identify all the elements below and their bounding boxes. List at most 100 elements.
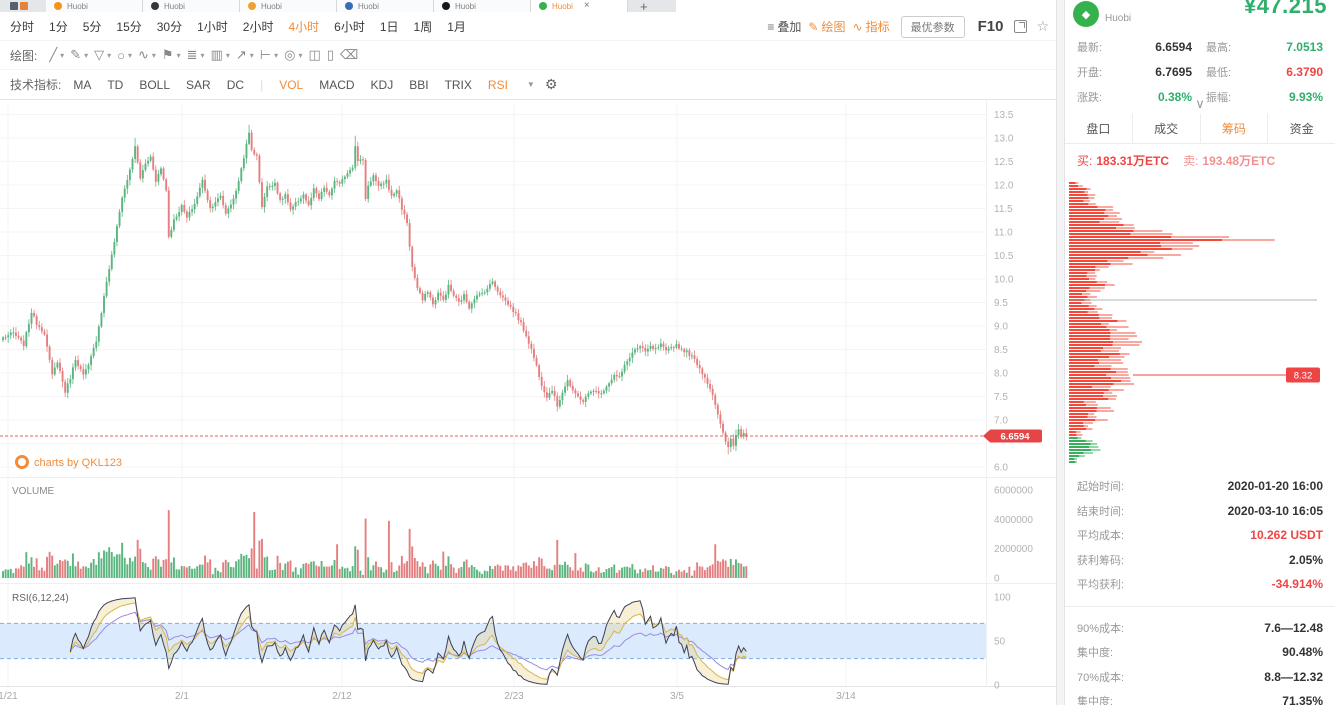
settings-gear-icon[interactable]: ⚙: [544, 76, 558, 92]
favorite-star-icon[interactable]: ☆: [1036, 18, 1049, 34]
chevron-down-icon[interactable]: ▾: [200, 50, 205, 60]
parallel-lines-icon: ≣: [186, 47, 198, 62]
indicator-RSI[interactable]: RSI: [487, 77, 508, 92]
collapse-chevron-icon[interactable]: ∨: [1195, 96, 1205, 111]
price-cny: ¥47.215: [1243, 0, 1327, 18]
chevron-down-icon[interactable]: ▾: [274, 50, 279, 60]
stat-label: 结束时间:: [1077, 505, 1125, 518]
svg-text:13.5: 13.5: [994, 110, 1014, 121]
draw-tool-callout[interactable]: ◎ ▾: [284, 47, 302, 63]
svg-text:7.5: 7.5: [994, 392, 1008, 403]
browser-tab-2[interactable]: Huobi: [143, 0, 240, 12]
svg-text:RSI(6,12,24): RSI(6,12,24): [12, 593, 69, 604]
draw-tool-wave[interactable]: ∿ ▾: [138, 47, 156, 63]
price-chart[interactable]: 6.6594 13.5 13.0 12.5 12.0 11.5 11.0 10.5 10.0 9.…: [0, 100, 1057, 705]
indicator-MA[interactable]: MA: [73, 77, 92, 92]
stat-row: 获利筹码: 2.05%: [1065, 548, 1335, 573]
timeframe-1月[interactable]: 1月: [447, 19, 466, 34]
svg-text:1/21: 1/21: [0, 691, 18, 702]
svg-text:8.32: 8.32: [1294, 371, 1313, 382]
sidebar-tab-筹码[interactable]: 筹码: [1201, 114, 1269, 143]
indicator-KDJ[interactable]: KDJ: [370, 77, 394, 92]
draw-tool-flag[interactable]: ⚑ ▾: [162, 47, 181, 63]
chevron-down-icon[interactable]: ▾: [151, 50, 156, 60]
stat-value: 7.6—12.48: [1264, 620, 1323, 635]
svg-text:100: 100: [994, 593, 1011, 604]
sidebar-header: ◆ Huobi ¥47.215: [1065, 0, 1335, 30]
delete-icon: ▯: [326, 47, 334, 62]
new-tab-button[interactable]: +: [640, 0, 648, 14]
chevron-down-icon[interactable]: ▾: [60, 50, 65, 60]
optimal-params-button[interactable]: 最优参数: [900, 15, 965, 38]
indicator-VOL[interactable]: VOL: [279, 77, 304, 92]
app-grid-icon[interactable]: [10, 0, 32, 12]
timeframe-2小时[interactable]: 2小时: [242, 19, 274, 34]
draw-tool-polygon[interactable]: ▽ ▾: [94, 47, 111, 63]
indicator-SAR[interactable]: SAR: [186, 77, 211, 92]
quote-label: 最新:: [1077, 41, 1103, 54]
stat-value: 2020-01-20 16:00: [1227, 479, 1323, 494]
f10-button[interactable]: F10: [977, 18, 1004, 35]
chevron-down-icon[interactable]: ▾: [107, 50, 112, 60]
timeframe-1小时[interactable]: 1小时: [197, 19, 228, 34]
draw-tool-trend-line[interactable]: ╱ ▾: [49, 47, 64, 63]
timeframe-4小时[interactable]: 4小时: [288, 19, 320, 34]
indicator-MACD[interactable]: MACD: [319, 77, 355, 92]
stat-row: 集中度: 71.35%: [1065, 689, 1335, 705]
draw-button[interactable]: ✎ 绘图: [808, 19, 846, 35]
sidebar-tab-盘口[interactable]: 盘口: [1065, 114, 1133, 143]
draw-tool-eraser[interactable]: ⌫: [340, 47, 358, 63]
timeframe-6小时[interactable]: 6小时: [334, 19, 365, 34]
indicator-TD[interactable]: TD: [107, 77, 124, 92]
sidebar-tab-成交[interactable]: 成交: [1133, 114, 1201, 143]
chevron-down-icon[interactable]: ▾: [298, 50, 303, 60]
draw-tool-arrow[interactable]: ↗ ▾: [236, 47, 254, 63]
stat-row: 70%成本: 8.8—12.32: [1065, 665, 1335, 690]
sidebar-tab-资金[interactable]: 资金: [1289, 122, 1314, 136]
pencil-icon: ✎: [70, 47, 82, 62]
draw-tool-parallel-lines[interactable]: ≣ ▾: [187, 47, 205, 63]
draw-tool-chart-pattern[interactable]: ◫: [308, 47, 320, 63]
timeframe-1分[interactable]: 1分: [49, 19, 68, 34]
timeframe-15分[interactable]: 15分: [116, 19, 142, 34]
browser-tab-5[interactable]: Huobi: [434, 0, 531, 12]
draw-tool-price-range[interactable]: ⊢ ▾: [260, 47, 278, 63]
browser-tab-1[interactable]: Huobi: [46, 0, 143, 12]
browser-tab-6[interactable]: Huobi ×: [531, 0, 628, 12]
tab-label: Huobi: [261, 1, 282, 11]
chevron-down-icon[interactable]: ▾: [225, 50, 230, 60]
svg-text:9.0: 9.0: [994, 322, 1008, 333]
indicator-dropdown-icon[interactable]: ▼: [526, 80, 535, 89]
browser-tab-4[interactable]: Huobi: [337, 0, 434, 12]
svg-text:3/14: 3/14: [836, 691, 856, 702]
fullscreen-icon[interactable]: [1014, 20, 1028, 33]
svg-text:2/12: 2/12: [332, 691, 352, 702]
chevron-down-icon[interactable]: ▾: [84, 50, 89, 60]
browser-tab-3[interactable]: Huobi: [240, 0, 337, 12]
draw-tool-ellipse[interactable]: ○ ▾: [117, 48, 132, 63]
timeframe-1周[interactable]: 1周: [413, 19, 433, 34]
svg-text:charts by QKL123: charts by QKL123: [34, 457, 122, 469]
tab-close-icon[interactable]: ×: [583, 0, 590, 11]
timeframe-30分[interactable]: 30分: [156, 19, 183, 34]
overlay-button[interactable]: ≡ 叠加: [767, 19, 802, 35]
draw-tool-pencil[interactable]: ✎ ▾: [70, 47, 88, 63]
trend-line-icon: ╱: [49, 47, 58, 62]
quote-value: 6.3790: [1286, 64, 1323, 79]
timeframe-分时[interactable]: 分时: [10, 19, 35, 34]
chevron-down-icon[interactable]: ▾: [249, 50, 254, 60]
timeframe-1日[interactable]: 1日: [379, 19, 399, 34]
draw-tool-delete[interactable]: ▯: [327, 47, 334, 63]
chevron-down-icon[interactable]: ▾: [176, 50, 181, 60]
chevron-down-icon[interactable]: ▾: [127, 50, 132, 60]
quote-label: 涨跌:: [1077, 91, 1103, 104]
indicator-TRIX[interactable]: TRIX: [444, 77, 472, 92]
indicator-BBI[interactable]: BBI: [409, 77, 429, 92]
indicator-BOLL[interactable]: BOLL: [139, 77, 171, 92]
timeframe-5分[interactable]: 5分: [82, 19, 102, 34]
quote-label: 最低:: [1206, 66, 1232, 79]
draw-tool-vertical-lines[interactable]: ▥ ▾: [211, 47, 230, 63]
indicator-button[interactable]: ∿ 指标: [852, 19, 890, 35]
indicator-DC[interactable]: DC: [226, 77, 245, 92]
